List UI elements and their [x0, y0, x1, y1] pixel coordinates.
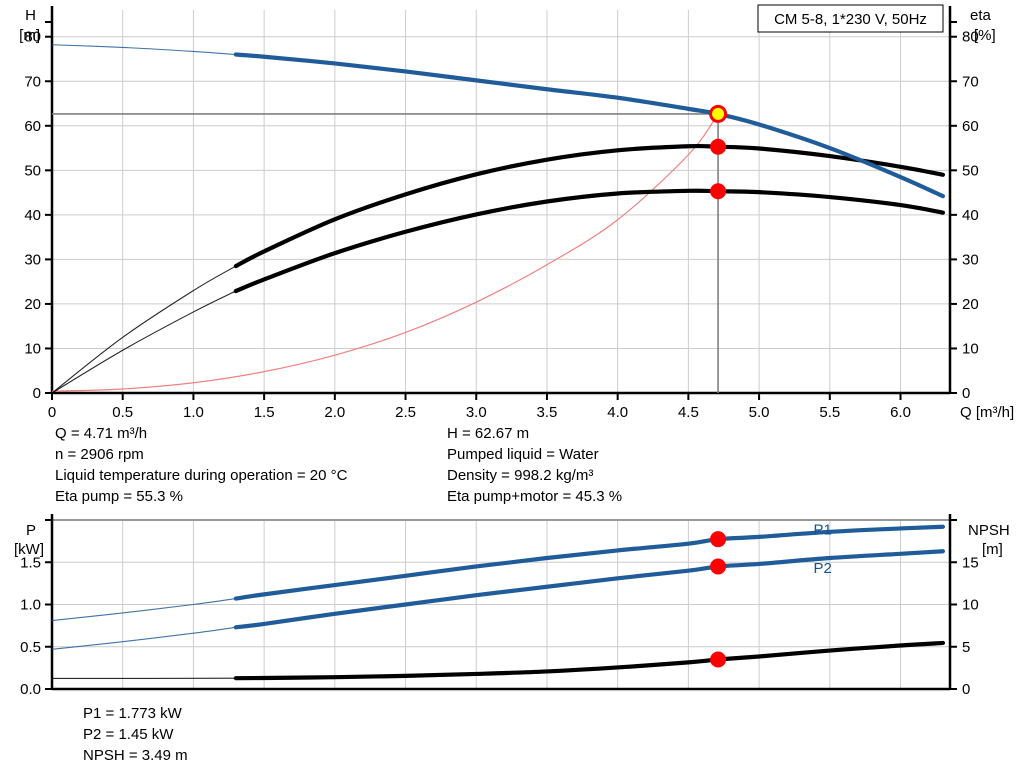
main-x-ticklabel: 2.0: [324, 404, 345, 421]
lower-p2-curve-thick: [233, 549, 946, 630]
p2-point-marker[interactable]: [710, 558, 727, 575]
main-x-ticklabel: 4.5: [678, 404, 699, 421]
lower-y-ticklabel-left: 1.5: [20, 554, 41, 571]
main-y-ticklabel-right: 10: [962, 340, 979, 357]
lower-y-ticklabel-left: 0.5: [20, 639, 41, 656]
main-info-column-2: H = 62.67 m Pumped liquid = Water Densit…: [447, 423, 622, 507]
info-p1: P1 = 1.773 kW: [83, 705, 182, 722]
lower-npsh-curve-thick: [233, 640, 946, 681]
duty-point-marker[interactable]: [712, 107, 725, 120]
info-p2: P2 = 1.45 kW: [83, 726, 174, 743]
p1-point-marker[interactable]: [710, 531, 727, 548]
main-x-ticklabel: 0: [48, 404, 56, 421]
lower-curve-label-p1: P1: [814, 521, 832, 538]
main-y-ticklabel-right: 70: [962, 73, 979, 90]
main-x-ticklabel: 0.5: [112, 404, 133, 421]
main-x-ticklabel: 1.0: [183, 404, 204, 421]
lower-y-ticklabel-left: 0.0: [20, 681, 41, 698]
main-y-ticklabel-right: 50: [962, 162, 979, 179]
main-y-ticklabel-left: 10: [24, 340, 41, 357]
lower-p2-curve-thin: [51, 626, 236, 650]
eta-pump-motor-point-marker[interactable]: [710, 183, 727, 200]
lower-y-axis-unit-left: [kW]: [14, 541, 44, 558]
info-pumped-liquid: Pumped liquid = Water: [447, 446, 599, 463]
main-npsh-ref-curve: [51, 113, 719, 392]
lower-y-axis-title-right: NPSH: [968, 522, 1010, 539]
main-y-ticklabel-right: 40: [962, 207, 979, 224]
lower-y-axis-title-left: P: [26, 522, 36, 539]
main-y-ticklabel-left: 0: [33, 385, 41, 402]
npsh-point-marker[interactable]: [710, 651, 727, 668]
main-y-ticklabel-right: 0: [962, 385, 970, 402]
eta-pump-point-marker[interactable]: [710, 138, 727, 155]
main-eta-pump-curve-thin: [51, 265, 237, 394]
model-title-box: [757, 4, 944, 33]
main-x-ticklabel: 6.0: [890, 404, 911, 421]
main-y-ticklabel-right: 80: [962, 29, 979, 46]
main-eta-pump-motor-curve-thin: [51, 290, 237, 394]
main-x-ticklabel: 3.5: [537, 404, 558, 421]
model-title-label: CM 5-8, 1*230 V, 50Hz: [774, 11, 927, 28]
info-liquid-temperature: Liquid temperature during operation = 20…: [55, 467, 348, 484]
main-y-axis-unit-left: [m]: [19, 27, 40, 44]
info-n: n = 2906 rpm: [55, 446, 144, 463]
info-eta-pump: Eta pump = 55.3 %: [55, 488, 183, 505]
main-head-curve-thin: [51, 44, 236, 56]
main-y-ticklabel-left: 70: [24, 73, 41, 90]
main-y-axis-title-left: H: [25, 7, 36, 24]
info-q: Q = 4.71 m³/h: [55, 425, 148, 442]
main-eta-pump-motor-curve-thick: [233, 188, 946, 294]
lower-y-ticklabel-right: 0: [962, 681, 970, 698]
info-density: Density = 998.2 kg/m³: [447, 467, 594, 484]
lower-p1-curve-thin: [51, 598, 236, 622]
lower-p1-curve-thick: [233, 524, 946, 601]
main-eta-pump-curve-thick: [233, 143, 946, 269]
info-npsh: NPSH = 3.49 m: [83, 747, 188, 764]
main-head-curve-thick: [233, 52, 946, 199]
main-x-axis-title: Q [m³/h]: [960, 404, 1014, 421]
lower-curve-label-p2: P2: [814, 560, 832, 577]
main-y-ticklabel-left: 40: [24, 207, 41, 224]
main-x-ticklabel: 1.5: [254, 404, 275, 421]
main-y-axis-title-right: eta: [970, 7, 992, 24]
main-plot-background: [52, 10, 950, 393]
main-info-column-1: Q = 4.71 m³/h n = 2906 rpm Liquid temper…: [55, 423, 347, 507]
lower-info: P1 = 1.773 kW P2 = 1.45 kW NPSH = 3.49 m: [83, 703, 188, 766]
main-y-ticklabel-left: 30: [24, 251, 41, 268]
lower-y-ticklabel-right: 10: [962, 597, 979, 614]
info-eta-pump-motor: Eta pump+motor = 45.3 %: [447, 488, 623, 505]
main-x-ticklabel: 3.0: [466, 404, 487, 421]
main-y-ticklabel-left: 20: [24, 296, 41, 313]
main-y-ticklabel-right: 30: [962, 251, 979, 268]
main-y-ticklabel-left: 60: [24, 118, 41, 135]
lower-y-axis-unit-right: [m]: [982, 541, 1003, 558]
main-y-ticklabel-right: 20: [962, 296, 979, 313]
lower-y-ticklabel-right: 15: [962, 554, 979, 571]
lower-y-ticklabel-left: 1.0: [20, 597, 41, 614]
main-x-ticklabel: 5.0: [749, 404, 770, 421]
lower-y-ticklabel-right: 5: [962, 639, 970, 656]
main-x-ticklabel: 4.0: [607, 404, 628, 421]
main-x-ticklabel: 5.5: [819, 404, 840, 421]
main-x-ticklabel: 2.5: [395, 404, 416, 421]
main-y-ticklabel-left: 80: [24, 29, 41, 46]
main-y-axis-unit-right: [%]: [974, 27, 996, 44]
main-y-ticklabel-right: 60: [962, 118, 979, 135]
info-h: H = 62.67 m: [447, 425, 530, 442]
main-y-ticklabel-left: 50: [24, 162, 41, 179]
